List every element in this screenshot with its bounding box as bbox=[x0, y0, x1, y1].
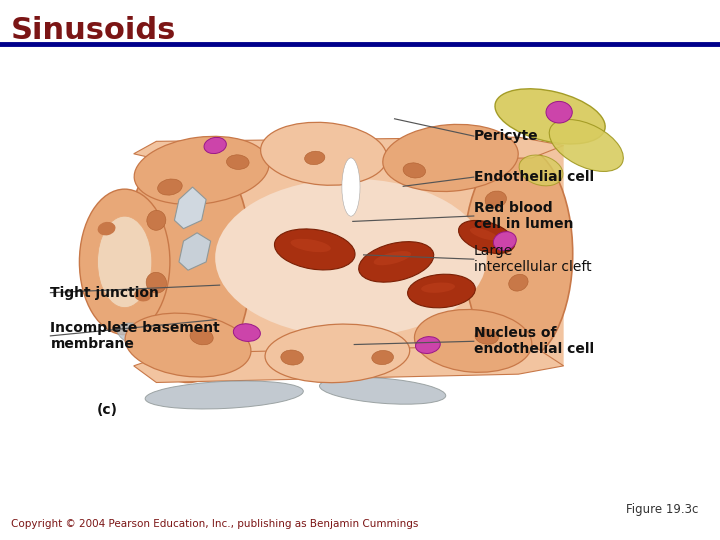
Ellipse shape bbox=[134, 137, 269, 205]
Ellipse shape bbox=[421, 282, 455, 293]
Ellipse shape bbox=[261, 123, 387, 185]
Ellipse shape bbox=[359, 241, 433, 282]
Text: Endothelial cell: Endothelial cell bbox=[474, 170, 594, 184]
Ellipse shape bbox=[546, 102, 572, 123]
Ellipse shape bbox=[233, 324, 261, 341]
Ellipse shape bbox=[320, 377, 446, 404]
Ellipse shape bbox=[464, 145, 572, 362]
Ellipse shape bbox=[403, 163, 426, 178]
Ellipse shape bbox=[97, 216, 152, 308]
Ellipse shape bbox=[493, 232, 516, 251]
Ellipse shape bbox=[485, 191, 506, 208]
Ellipse shape bbox=[265, 324, 410, 383]
Ellipse shape bbox=[475, 329, 498, 345]
Ellipse shape bbox=[415, 309, 532, 372]
Ellipse shape bbox=[215, 179, 487, 337]
Ellipse shape bbox=[125, 141, 251, 382]
Ellipse shape bbox=[291, 239, 330, 252]
Text: Copyright © 2004 Pearson Education, Inc., publishing as Benjamin Cummings: Copyright © 2004 Pearson Education, Inc.… bbox=[11, 519, 418, 529]
Ellipse shape bbox=[495, 89, 606, 144]
Ellipse shape bbox=[147, 211, 166, 230]
Ellipse shape bbox=[374, 251, 411, 265]
Ellipse shape bbox=[281, 350, 303, 365]
Text: Tight junction: Tight junction bbox=[50, 286, 159, 300]
Text: Incomplete basement
membrane: Incomplete basement membrane bbox=[50, 321, 220, 351]
Ellipse shape bbox=[372, 350, 393, 365]
Text: Pericyte: Pericyte bbox=[474, 129, 539, 143]
Polygon shape bbox=[174, 187, 206, 228]
Ellipse shape bbox=[470, 228, 498, 240]
Ellipse shape bbox=[274, 229, 355, 270]
Ellipse shape bbox=[519, 155, 563, 186]
Polygon shape bbox=[170, 145, 564, 366]
Ellipse shape bbox=[146, 272, 166, 293]
Text: Sinusoids: Sinusoids bbox=[11, 16, 176, 45]
Ellipse shape bbox=[459, 220, 515, 253]
Ellipse shape bbox=[305, 151, 325, 165]
Ellipse shape bbox=[204, 137, 226, 153]
Ellipse shape bbox=[383, 124, 518, 192]
Ellipse shape bbox=[227, 155, 249, 170]
Ellipse shape bbox=[408, 274, 475, 308]
Text: Figure 19.3c: Figure 19.3c bbox=[626, 503, 699, 516]
Polygon shape bbox=[179, 233, 211, 270]
Ellipse shape bbox=[549, 119, 624, 171]
Text: Red blood
cell in lumen: Red blood cell in lumen bbox=[474, 201, 573, 231]
Polygon shape bbox=[134, 137, 564, 162]
Ellipse shape bbox=[158, 179, 182, 195]
Ellipse shape bbox=[125, 313, 251, 377]
Text: Nucleus of
endothelial cell: Nucleus of endothelial cell bbox=[474, 326, 594, 356]
Ellipse shape bbox=[342, 158, 360, 216]
Ellipse shape bbox=[415, 336, 440, 354]
Polygon shape bbox=[134, 345, 564, 382]
Ellipse shape bbox=[190, 329, 213, 345]
Ellipse shape bbox=[98, 222, 115, 235]
Ellipse shape bbox=[117, 323, 168, 350]
Ellipse shape bbox=[509, 274, 528, 291]
Text: (c): (c) bbox=[97, 403, 118, 417]
Ellipse shape bbox=[145, 381, 303, 409]
Text: Large
intercellular cleft: Large intercellular cleft bbox=[474, 244, 591, 274]
Ellipse shape bbox=[79, 189, 170, 335]
Ellipse shape bbox=[134, 289, 151, 301]
